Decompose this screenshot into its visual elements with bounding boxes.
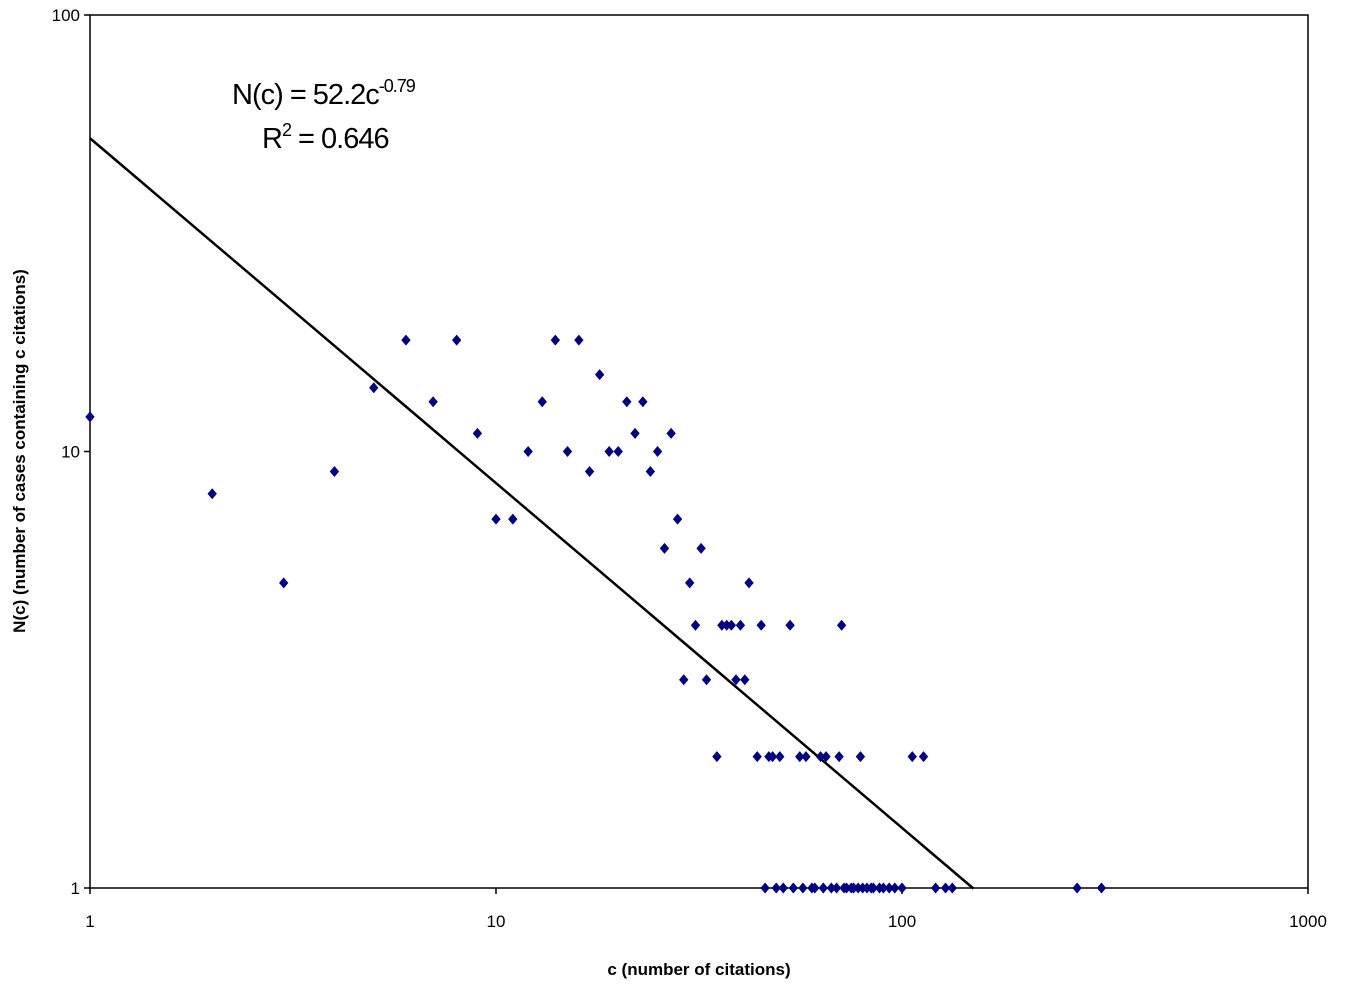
data-point [810,882,820,894]
data-point [329,465,340,477]
data-point [836,619,847,631]
r2-prefix: R [262,123,282,155]
x-tick-label: 10 [487,912,506,931]
data-point [369,382,379,394]
y-tick-label: 1 [71,879,80,898]
data-point [841,882,852,894]
data-point [930,882,941,894]
data-point [890,882,900,894]
data-point [659,542,670,554]
data-point [1072,882,1082,894]
data-point [821,751,831,763]
equation-prefix: N(c) = 52.2c [232,79,379,111]
data-point [907,751,917,763]
y-axis-ticks: 1 10 100 [52,6,90,898]
data-point [897,882,907,894]
data-point [638,396,648,408]
data-point [537,396,547,408]
data-point [85,411,95,423]
data-point [613,446,623,457]
data-point [279,577,289,589]
data-point [679,674,689,686]
data-point [815,751,826,763]
data-point [472,427,483,439]
data-point [428,396,438,408]
data-point [818,882,828,894]
data-point [801,751,811,763]
data-point [491,513,501,525]
data-point [826,882,837,894]
data-point [855,751,866,763]
data-point [584,465,595,477]
x-axis-title: c (number of citations) [607,960,790,979]
data-point [604,446,614,457]
power-trendline [89,137,975,890]
data-point [696,542,706,554]
data-point [701,674,712,686]
data-point [672,513,683,525]
x-tick-label: 1000 [1289,912,1327,931]
data-point [771,882,781,894]
r2-suffix: = 0.646 [291,123,389,155]
x-tick-label: 100 [888,912,916,931]
trendline-layer [89,137,975,890]
data-point [451,334,462,346]
data-point [947,882,957,894]
data-point [1096,882,1107,894]
y-tick-label: 100 [52,6,80,25]
data-point [740,674,750,686]
data-point [767,751,778,763]
r2-superscript: 2 [282,120,292,140]
y-axis-title: N(c) (number of cases containing c citat… [10,269,29,633]
data-point [731,674,741,686]
data-point [722,619,732,631]
data-point [550,334,561,346]
data-point [744,577,754,589]
data-point [630,427,640,439]
data-point [717,619,727,631]
data-point [735,619,746,631]
data-point [775,751,785,763]
data-point [878,882,889,894]
data-point [508,513,518,525]
data-point [884,882,894,894]
data-point [940,882,951,894]
trendline-equation: N(c) = 52.2c-0.79 [232,76,416,111]
data-point [756,619,766,631]
data-point [523,446,533,457]
data-point [594,369,605,381]
data-point [401,334,411,346]
data-point [795,751,805,763]
data-point [622,396,632,408]
data-point [760,882,770,894]
data-points [85,334,1107,894]
data-point [785,619,795,631]
data-point [798,882,808,894]
data-point [788,882,799,894]
x-axis-ticks: 1 10 100 1000 [85,888,1327,931]
data-point [752,751,762,763]
data-point [690,619,701,631]
data-point [685,577,695,589]
data-point [207,488,217,500]
data-point [834,751,844,763]
data-point [778,882,788,894]
r-squared-label: R2 = 0.646 [262,120,389,155]
data-point [868,882,879,894]
data-point [652,446,663,457]
data-point [562,446,573,457]
equation-exponent: -0.79 [379,76,416,96]
data-point [574,334,584,346]
data-point [726,619,737,631]
data-point [645,465,656,477]
data-point [666,427,676,439]
plot-area [89,14,1309,889]
x-tick-label: 1 [85,912,94,931]
data-point [712,751,722,763]
data-point [831,882,842,894]
y-tick-label: 10 [61,443,80,462]
data-point [918,751,929,763]
